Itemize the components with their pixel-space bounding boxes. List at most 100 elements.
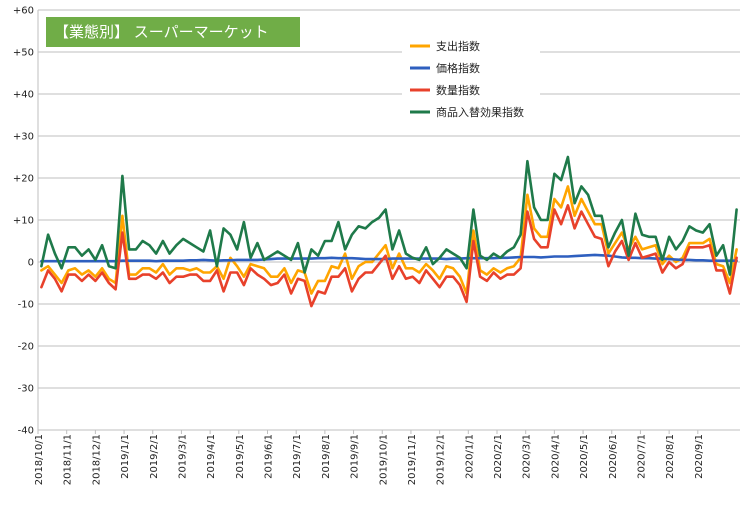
data-point [81, 254, 84, 257]
data-point [364, 271, 367, 274]
data-point [317, 257, 320, 260]
data-point [533, 238, 536, 241]
data-point [229, 259, 232, 262]
data-point [546, 246, 549, 249]
data-point [351, 257, 354, 260]
data-point [114, 267, 117, 270]
data-point [67, 273, 70, 276]
y-tick-label: -30 [18, 384, 34, 395]
y-tick-label: -40 [18, 426, 34, 437]
y-tick-label: +30 [13, 132, 34, 143]
data-point [546, 219, 549, 222]
data-point [249, 257, 252, 260]
chart-title-text: 【業態別】 スーパーマーケット [54, 23, 269, 41]
data-point [236, 248, 239, 251]
data-point [594, 215, 597, 218]
data-point [405, 257, 408, 260]
data-point [330, 275, 333, 278]
data-point [425, 246, 428, 249]
data-point [675, 267, 678, 270]
data-point [364, 258, 367, 261]
data-point [54, 260, 57, 263]
data-point [162, 259, 165, 262]
data-point [189, 269, 192, 272]
data-point [324, 280, 327, 283]
data-point [573, 215, 576, 218]
x-tick-label: 2019/1/1 [120, 434, 131, 479]
data-point [168, 252, 171, 255]
x-tick-label: 2019/11/1 [407, 434, 418, 485]
data-point [398, 257, 401, 260]
data-point [364, 227, 367, 230]
data-point [330, 257, 333, 260]
data-point [526, 256, 529, 259]
series-3 [40, 155, 738, 276]
data-point [47, 260, 50, 263]
data-point [594, 254, 597, 257]
data-point [168, 282, 171, 285]
data-point [452, 267, 455, 270]
data-point [270, 275, 273, 278]
data-point [735, 208, 738, 211]
data-point [729, 292, 732, 295]
data-point [60, 282, 63, 285]
data-point [283, 254, 286, 257]
data-point [654, 252, 657, 255]
data-point [324, 240, 327, 243]
data-point [418, 282, 421, 285]
data-point [40, 286, 43, 289]
data-point [222, 227, 225, 230]
data-point [553, 208, 556, 211]
data-point [357, 278, 360, 281]
data-point [209, 229, 212, 232]
data-point [661, 259, 664, 262]
data-point [546, 256, 549, 259]
data-point [195, 267, 198, 270]
data-point [202, 271, 205, 274]
data-point [162, 263, 165, 266]
data-point [391, 257, 394, 260]
data-point [74, 246, 77, 249]
data-point [573, 255, 576, 258]
data-point [128, 248, 131, 251]
data-point [94, 275, 97, 278]
data-point [141, 273, 144, 276]
data-point [378, 252, 381, 255]
data-point [256, 265, 259, 268]
x-tick-label: 2020/6/1 [608, 434, 619, 479]
data-point [607, 265, 610, 268]
data-point [459, 257, 462, 260]
data-point [162, 240, 165, 243]
data-point [722, 244, 725, 247]
data-point [371, 271, 374, 274]
x-tick-label: 2020/1/1 [464, 434, 475, 479]
data-point [371, 261, 374, 264]
data-point [675, 258, 678, 261]
data-point [486, 273, 489, 276]
data-point [54, 273, 57, 276]
data-point [675, 261, 678, 264]
data-point [627, 254, 630, 257]
data-point [141, 240, 144, 243]
data-point [452, 257, 455, 260]
data-point [263, 259, 266, 262]
data-point [580, 254, 583, 257]
data-point [276, 250, 279, 253]
data-point [553, 198, 556, 201]
x-tick-label: 2019/5/1 [235, 434, 246, 479]
data-point [303, 271, 306, 274]
data-point [614, 250, 617, 253]
data-point [708, 244, 711, 247]
data-point [256, 259, 259, 262]
data-point [722, 265, 725, 268]
data-point [607, 246, 610, 249]
x-tick-label: 2019/10/1 [378, 434, 389, 485]
x-tick-label: 2019/7/1 [292, 434, 303, 479]
data-point [715, 259, 718, 262]
data-point [243, 259, 246, 262]
chart-title: 【業態別】 スーパーマーケット [46, 17, 300, 47]
data-point [715, 254, 718, 257]
data-point [621, 240, 624, 243]
data-point [432, 278, 435, 281]
x-tick-label: 2020/7/1 [636, 434, 647, 479]
